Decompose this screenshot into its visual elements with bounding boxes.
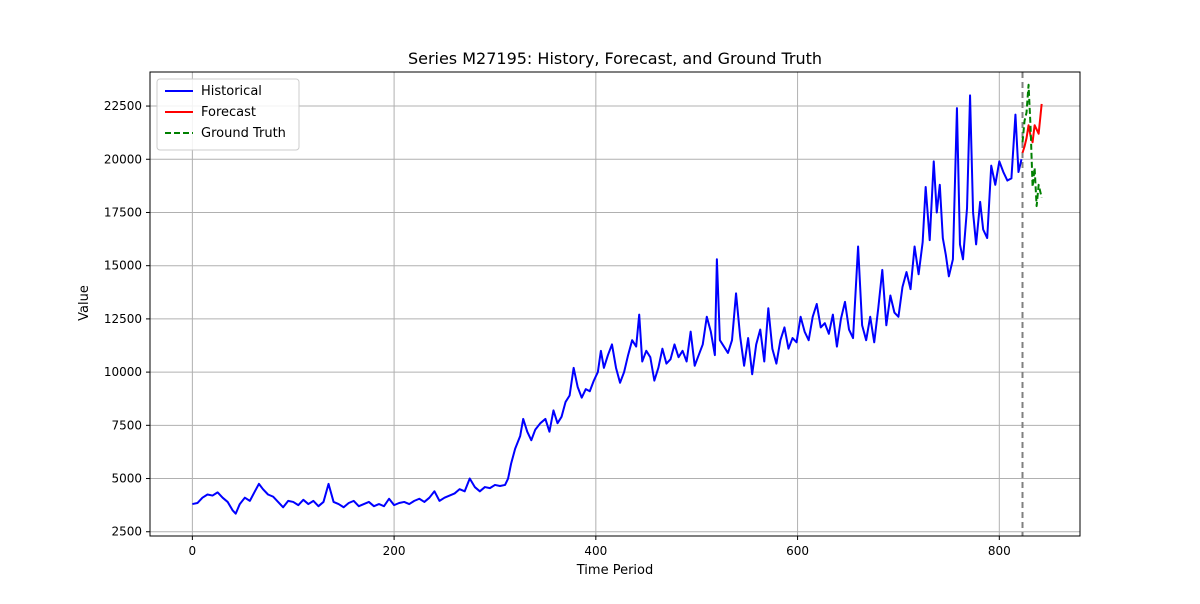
grid [150,72,1080,536]
y-tick-label: 15000 [104,259,142,273]
y-tick-label: 17500 [104,205,142,219]
x-tick-label: 600 [786,544,809,558]
axes: 0 200 400 600 800 2500 5000 7500 10000 12500 15000… [104,71,1081,558]
y-tick-label: 20000 [104,152,142,166]
x-tick-label: 400 [584,544,607,558]
x-tick-label: 200 [383,544,406,558]
y-tick-label: 10000 [104,365,142,379]
series-line-historical [192,94,1023,515]
series-lines [192,72,1043,536]
chart-title: Series M27195: History, Forecast, and Gr… [408,49,822,68]
y-tick-label: 7500 [111,418,142,432]
legend: Historical Forecast Ground Truth [156,78,300,151]
series-line-ground-truth [1021,83,1043,208]
legend-label: Historical [201,84,262,99]
y-tick-label: 12500 [104,312,142,326]
legend-label: Forecast [201,105,256,120]
x-axis-label: Time Period [576,563,653,578]
plot-frame [149,71,1081,537]
x-tick-label: 0 [189,544,197,558]
y-tick-label: 22500 [104,99,142,113]
y-tick-label: 2500 [111,525,142,539]
x-tick-label: 800 [988,544,1011,558]
y-tick-label: 5000 [111,472,142,486]
y-axis-label: Value [77,285,92,321]
legend-label: Ground Truth [201,126,286,141]
